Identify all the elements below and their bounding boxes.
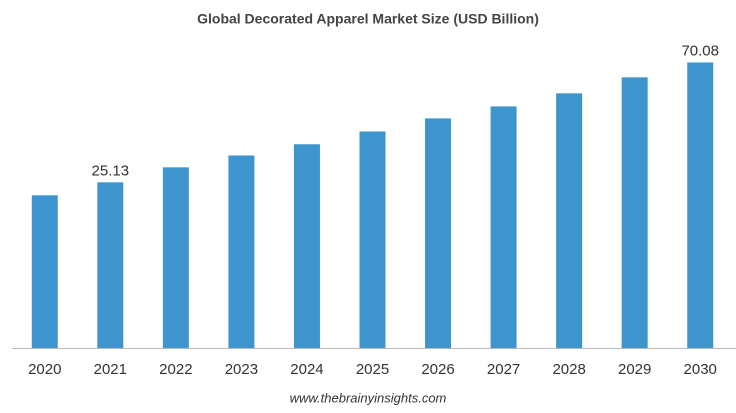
bar [162,167,189,348]
x-tick-label: 2025 [356,361,389,378]
bar [621,77,648,348]
x-tick-label: 2030 [684,361,717,378]
bar [293,144,320,348]
value-label: 25.13 [92,162,130,179]
bar [425,118,452,349]
x-tick-label: 2028 [552,361,585,378]
bar [31,195,58,348]
x-tick-label: 2024 [290,361,323,378]
x-tick-label: 2021 [94,361,127,378]
bar [490,106,517,349]
x-tick-label: 2020 [28,361,61,378]
x-tick-label: 2026 [421,361,454,378]
x-tick-label: 2022 [159,361,192,378]
bar [228,155,255,348]
x-tick-label: 2023 [225,361,258,378]
bar [359,131,386,348]
x-tick-label: 2029 [618,361,651,378]
x-tick-label: 2027 [487,361,520,378]
source: www.thebrainyinsights.com [290,390,447,405]
bar [97,182,124,348]
bar [556,93,583,348]
chart-title: Global Decorated Apparel Market Size (US… [197,11,539,27]
value-label: 70.08 [681,42,719,59]
bar [687,62,714,348]
